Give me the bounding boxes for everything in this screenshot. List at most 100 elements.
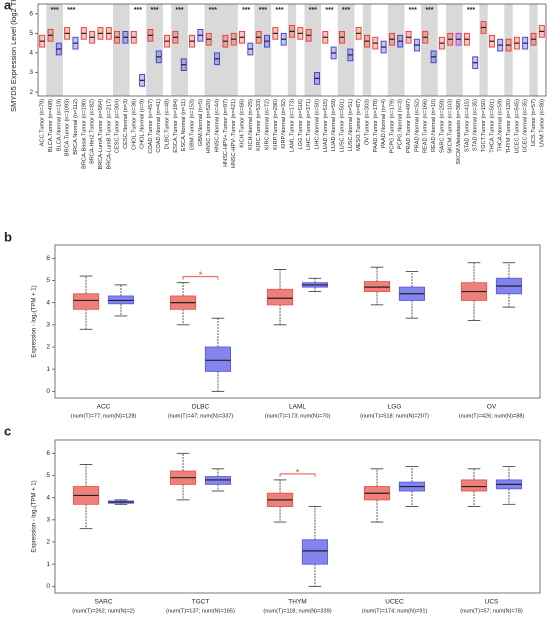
- plot-frame: [54, 244, 541, 399]
- x-tick-label: KIRC.Tumor (n=533): [256, 99, 262, 151]
- x-tick-label: KICH.Tumor (n=66): [240, 99, 246, 148]
- group-band: [387, 4, 405, 96]
- x-tick-label: OV.Tumor (n=303): [364, 99, 370, 145]
- significance: ***: [425, 7, 433, 14]
- x-tick-label: KIRP.Tumor (n=290): [273, 99, 279, 150]
- significance: ***: [325, 7, 333, 14]
- x-tick-label: UCS.Tumor (n=57): [531, 99, 537, 146]
- group-band: [171, 4, 188, 96]
- significance: ***: [409, 7, 417, 14]
- y-tick-label: 6: [46, 450, 50, 457]
- x-tick-label: LUSC.Normal (n=51): [348, 99, 354, 152]
- x-tick-label: LAML.Tumor (n=173): [289, 99, 295, 152]
- significance: ***: [67, 7, 75, 14]
- significance: ***: [242, 7, 250, 14]
- x-tick-note: (num(T)=47; num(N)=337): [168, 413, 234, 419]
- x-tick-label: SKCM.Tumor (n=103): [448, 99, 454, 154]
- significance: ***: [259, 7, 267, 14]
- box: [460, 479, 488, 492]
- x-tick-note: (num(T)=118; num(N)=339): [263, 608, 331, 614]
- x-tick-label: HNSC.Normal (n=44): [215, 99, 221, 152]
- y-axis-label: SMYD5 Expression Level (log2 TPM): [9, 0, 18, 112]
- group-band: [204, 4, 238, 96]
- x-tick-label: PRAD.Normal (n=52): [414, 99, 420, 152]
- y-tick-label: 6: [29, 11, 33, 18]
- x-tick-label: TGCT.Tumor (n=150): [481, 99, 487, 152]
- x-tick-label: THCA.Tumor (n=501): [489, 99, 495, 153]
- significance: ***: [150, 7, 158, 14]
- y-tick-label: 1: [46, 561, 50, 568]
- x-tick-label: UCS: [485, 599, 499, 606]
- x-tick-label: HNSC-HPV-.Tumor (n=421): [231, 99, 237, 168]
- group-band: [287, 4, 297, 96]
- x-tick-note: (num(T)=518; num(N)=207): [360, 413, 429, 419]
- x-tick-label: HNSC-HPV+.Tumor (n=97): [223, 99, 229, 167]
- x-tick-label: LGG.Tumor (n=516): [298, 99, 304, 149]
- x-tick-label: HNSC.Tumor (n=520): [206, 99, 212, 153]
- group-band: [446, 4, 463, 96]
- group-band: [421, 4, 438, 96]
- x-tick-label: KIRP.Normal (n=32): [281, 99, 287, 149]
- x-tick-label: ESCA.Normal (n=11): [181, 99, 187, 151]
- x-tick-note: (num(T)=77; num(N)=128): [71, 413, 137, 419]
- x-tick-label: LAML: [289, 404, 306, 411]
- x-tick-label: UCEC: [385, 599, 404, 606]
- x-tick-label: SARC.Tumor (n=259): [439, 99, 445, 153]
- panel-label: c: [4, 423, 11, 438]
- y-tick-label: 0: [46, 388, 50, 395]
- x-tick-label: KICH.Normal (n=25): [248, 99, 254, 150]
- y-axis-label: Expression - log₂(TPM + 1): [32, 285, 38, 357]
- x-tick-label: DLBC: [192, 404, 210, 411]
- significance: ***: [51, 7, 59, 14]
- x-tick-label: PAAD.Normal (n=4): [381, 99, 387, 148]
- x-tick-label: BRCA.Tumor (n=1093): [65, 99, 71, 156]
- panel-label: a: [4, 0, 12, 12]
- x-tick-note: (num(T)=426; num(N)=88): [459, 413, 525, 419]
- significance-bracket: [182, 276, 219, 280]
- x-tick-label: THCA.Normal (n=59): [498, 99, 504, 152]
- panel-label: b: [4, 229, 12, 244]
- x-tick-label: BLCA.Tumor (n=408): [48, 99, 54, 152]
- box: [72, 293, 100, 310]
- x-tick-label: CHOL.Normal (n=9): [140, 99, 146, 149]
- y-axis-label: Expression - log₂(TPM + 1): [32, 480, 38, 552]
- y-tick-label: 3: [46, 517, 50, 524]
- x-tick-label: SKCM.Metastasis (n=368): [456, 99, 462, 165]
- x-tick-label: MESO.Tumor (n=87): [356, 99, 362, 151]
- x-tick-label: BRCA.Normal (n=112): [73, 99, 79, 155]
- significance: ***: [175, 7, 183, 14]
- x-tick-label: DLBC.Tumor (n=48): [165, 99, 171, 149]
- x-tick-label: THYM.Tumor (n=120): [506, 99, 512, 153]
- y-tick-label: 6: [46, 255, 50, 262]
- x-tick-label: LUSC.Tumor (n=501): [339, 99, 345, 153]
- x-tick-label: ACC.Tumor (n=79): [40, 99, 46, 146]
- y-tick-label: 1: [46, 366, 50, 373]
- x-tick-note: (num(T)=57; num(N)=78): [460, 608, 523, 614]
- x-tick-label: ACC: [97, 404, 111, 411]
- y-tick-label: 4: [46, 494, 50, 501]
- x-tick-label: LIHC.Tumor (n=371): [306, 99, 312, 150]
- x-tick-label: KIRC.Normal (n=72): [265, 99, 271, 150]
- x-tick-label: ESCA.Tumor (n=184): [173, 99, 179, 153]
- x-tick-label: READ.Normal (n=10): [431, 99, 437, 152]
- x-tick-note: (num(T)=174; num(N)=91): [362, 608, 428, 614]
- group-band: [112, 4, 130, 96]
- significance: ***: [342, 7, 350, 14]
- x-tick-label: BRCA-LumB.Tumor (n=217): [106, 99, 112, 170]
- y-tick-label: 2: [29, 89, 33, 96]
- x-tick-label: GBM.Tumor (n=153): [190, 99, 196, 150]
- x-tick-label: COAD.Tumor (n=457): [148, 99, 154, 154]
- x-tick-note: (num(T)=262; num(N)=2): [72, 608, 135, 614]
- significance: ***: [209, 7, 217, 14]
- y-tick-label: 5: [46, 472, 50, 479]
- box: [301, 539, 329, 565]
- y-tick-label: 5: [29, 30, 33, 37]
- x-tick-label: OV: [487, 404, 497, 411]
- group-band: [337, 4, 355, 96]
- x-tick-label: UCEC.Normal (n=35): [523, 99, 529, 152]
- x-tick-label: STAD.Tumor (n=415): [464, 99, 470, 152]
- x-tick-label: BRCA-LumA.Tumor (n=564): [98, 99, 104, 170]
- x-tick-label: BRCA-Her2.Tumor (n=82): [90, 99, 96, 164]
- x-tick-label: PCPG.Tumor (n=179): [389, 99, 395, 153]
